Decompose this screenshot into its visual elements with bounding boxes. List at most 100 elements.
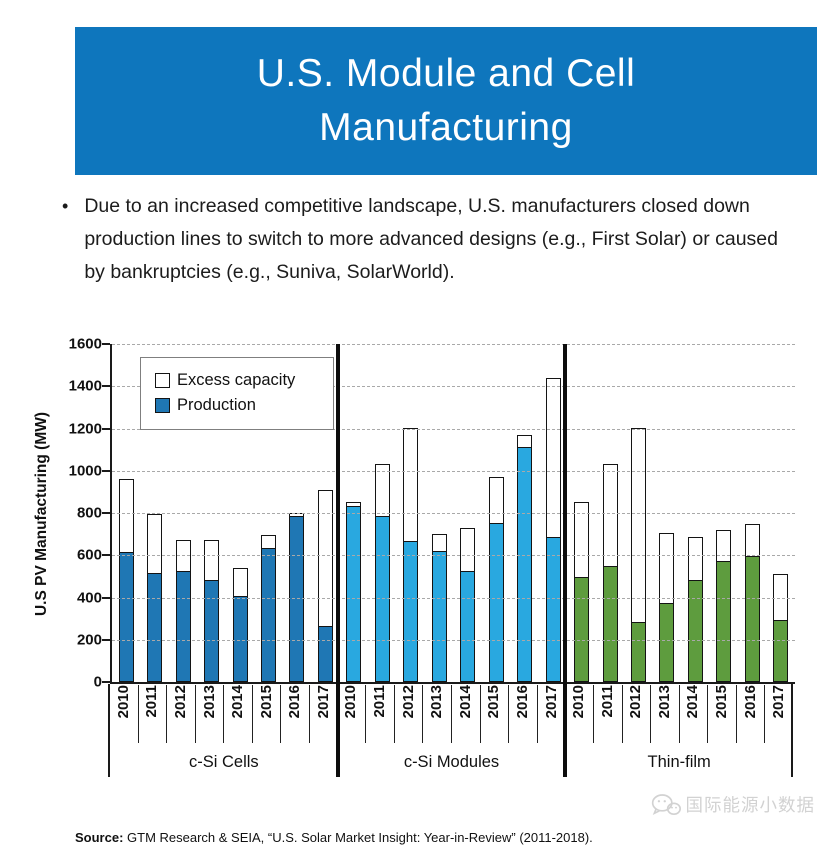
stacked-bar	[460, 528, 476, 682]
production-segment	[290, 516, 304, 681]
year-label: 2013	[200, 685, 218, 719]
production-segment	[347, 506, 361, 681]
bar-slot	[254, 344, 282, 682]
production-segment	[660, 603, 674, 681]
y-axis-tick	[102, 554, 110, 557]
year-label: 2012	[627, 685, 645, 719]
year-label: 2010	[342, 685, 360, 719]
bar-slot	[425, 344, 453, 682]
year-cell: 2010	[338, 685, 366, 743]
bar-slot	[453, 344, 481, 682]
year-cell: 2015	[479, 685, 509, 743]
year-group: 2010 2011 2012 2013 2014 2015 2016 2017	[338, 685, 566, 745]
bar-slot	[567, 344, 595, 682]
production-segment	[575, 577, 589, 681]
stacked-bar	[175, 540, 191, 682]
y-axis-tick	[102, 596, 110, 599]
stacked-bar	[687, 537, 703, 682]
y-axis-tick	[102, 638, 110, 641]
year-cell: 2013	[650, 685, 679, 743]
stacked-bar	[545, 378, 561, 682]
gridline	[112, 597, 795, 599]
group-label: c-Si Modules	[403, 752, 500, 771]
year-cell: 2011	[592, 685, 622, 743]
year-label: 2015	[257, 685, 275, 719]
year-label: 2012	[171, 685, 189, 719]
production-segment	[489, 523, 503, 681]
year-cell: 2011	[137, 685, 167, 743]
year-label: 2010	[570, 685, 588, 719]
wechat-chat-bubbles-icon	[651, 793, 681, 815]
year-label: 2011	[598, 685, 616, 718]
production-segment	[745, 556, 759, 681]
bar-slot	[112, 344, 140, 682]
y-axis-tick-label: 200	[76, 631, 102, 649]
y-axis-tick-label: 1400	[68, 377, 102, 395]
year-cell: 2014	[450, 685, 480, 743]
year-label: 2017	[314, 685, 332, 719]
year-cell: 2010	[565, 685, 593, 743]
production-segment	[176, 571, 190, 681]
bar-slot	[510, 344, 538, 682]
production-segment	[546, 537, 560, 681]
stacked-bar	[317, 490, 333, 682]
x-axis-year-labels: 2010 2011 2012 2013 2014 2015 2016 2017 2010 2011…	[110, 685, 793, 745]
production-segment	[148, 573, 162, 681]
stacked-bar	[260, 535, 276, 682]
gridline	[112, 428, 795, 430]
bullet-marker: •	[62, 196, 69, 216]
bar-slot	[710, 344, 738, 682]
excess-capacity-swatch-icon	[155, 373, 170, 388]
y-axis-tick-labels: 0 200 400 600 800 1000 1200 1400 1600	[48, 336, 102, 691]
y-axis-tick-label: 1000	[68, 462, 102, 480]
year-cell: 2012	[166, 685, 195, 743]
year-cell: 2014	[223, 685, 252, 743]
watermark: 国际能源小数据	[651, 792, 816, 817]
title-banner: U.S. Module and Cell Manufacturing	[75, 27, 817, 175]
production-segment	[205, 580, 219, 681]
year-cell: 2017	[764, 685, 793, 743]
stacked-bar	[232, 568, 248, 682]
gridline	[112, 513, 795, 514]
year-cell: 2016	[735, 685, 765, 743]
gridline	[112, 344, 795, 345]
year-cell: 2015	[251, 685, 281, 743]
stacked-bar	[602, 464, 618, 682]
stacked-bar	[659, 533, 675, 682]
production-segment	[774, 620, 788, 681]
year-cell: 2013	[194, 685, 224, 743]
year-label: 2016	[286, 685, 304, 719]
gridline	[112, 639, 795, 641]
watermark-text: 国际能源小数据	[685, 795, 815, 815]
year-cell: 2013	[422, 685, 451, 743]
bar-slot	[681, 344, 709, 682]
year-label: 2013	[428, 685, 446, 719]
legend-item-production: Production	[155, 396, 323, 415]
year-label: 2015	[713, 685, 731, 719]
year-label: 2017	[542, 685, 560, 719]
source-note: Source: GTM Research & SEIA, “U.S. Solar…	[75, 830, 593, 845]
bar-slot	[624, 344, 652, 682]
production-segment	[688, 580, 702, 681]
bar-group	[340, 344, 568, 682]
bar-slot	[482, 344, 510, 682]
year-label: 2012	[399, 685, 417, 719]
bar-group	[567, 344, 795, 682]
year-cell: 2016	[280, 685, 309, 743]
year-label: 2015	[485, 685, 503, 719]
stacked-bar	[403, 428, 419, 682]
chart-legend: Excess capacity Production	[140, 357, 334, 430]
y-axis-tick-label: 1600	[68, 335, 102, 353]
production-segment	[233, 596, 247, 681]
year-label: 2013	[655, 685, 673, 719]
y-axis-tick	[102, 512, 110, 514]
year-label: 2010	[114, 685, 132, 719]
stacked-bar	[118, 479, 134, 682]
year-cell: 2012	[393, 685, 423, 743]
bar-slot	[767, 344, 795, 682]
year-label: 2016	[741, 685, 759, 719]
stacked-bar	[488, 477, 504, 682]
year-label: 2017	[770, 685, 788, 719]
bullet-text: Due to an increased competitive landscap…	[84, 195, 778, 283]
stacked-bar	[374, 464, 390, 682]
